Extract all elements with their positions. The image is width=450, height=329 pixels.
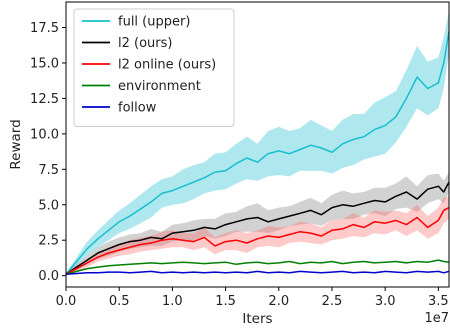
y-tick-label: 5.0 (38, 198, 59, 213)
band-series-0 (66, 10, 449, 276)
x-axis-offset-label: 1e7 (424, 311, 449, 326)
x-axis-label: Iters (242, 311, 272, 327)
axes: 0.0 0.5 1.0 1.5 2.0 2.5 3.0 3.5 0.0 2.5 5.0 7.5 10.0… (30, 1, 450, 309)
x-tick-label: 0.5 (109, 294, 130, 309)
band-series-1 (66, 172, 449, 276)
y-tick-label: 2.5 (38, 234, 59, 249)
y-tick-label: 0.0 (38, 269, 59, 284)
x-tick-label: 1.5 (215, 294, 236, 309)
legend-label: environment (118, 79, 201, 94)
legend-label: full (upper) (118, 15, 190, 30)
x-tick-label: 0.0 (56, 294, 77, 309)
y-tick-label: 12.5 (30, 92, 59, 107)
legend: full (upper) l2 (ours) l2 online (ours) env… (73, 8, 235, 127)
legend-label: follow (118, 101, 157, 116)
axes-frame (65, 1, 450, 288)
line-series-3 (65, 259, 450, 275)
x-tick-label: 2.0 (268, 294, 289, 309)
x-tick-label: 1.0 (162, 294, 183, 309)
x-tick-label: 2.5 (322, 294, 343, 309)
line-series-1 (65, 181, 450, 275)
legend-box (73, 8, 235, 127)
line-series-2 (65, 206, 450, 275)
line-series-4 (65, 270, 450, 275)
legend-label: l2 (ours) (118, 36, 172, 51)
y-axis-label: Reward (8, 119, 24, 169)
x-tick-label: 3.0 (375, 294, 396, 309)
band-series-2 (66, 196, 449, 276)
x-tick-label: 3.5 (428, 294, 449, 309)
y-tick-label: 15.0 (30, 56, 59, 71)
series-lines (65, 31, 450, 275)
legend-label: l2 online (ours) (118, 58, 216, 73)
y-tick-label: 17.5 (30, 21, 59, 36)
y-tick-label: 10.0 (30, 127, 59, 142)
y-tick-label: 7.5 (38, 163, 59, 178)
line-series-0 (65, 31, 450, 275)
